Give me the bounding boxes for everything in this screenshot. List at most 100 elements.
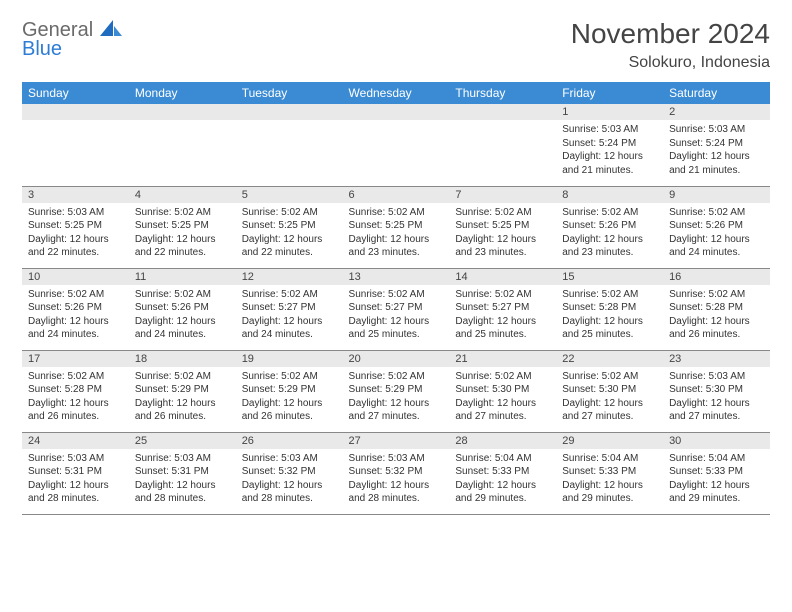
- day-cell: 10Sunrise: 5:02 AMSunset: 5:26 PMDayligh…: [22, 268, 129, 350]
- daynum-bar: [22, 104, 129, 120]
- day-cell: [22, 104, 129, 186]
- day-body: Sunrise: 5:02 AMSunset: 5:29 PMDaylight:…: [236, 367, 343, 427]
- day-cell: 17Sunrise: 5:02 AMSunset: 5:28 PMDayligh…: [22, 350, 129, 432]
- brand-text: General Blue: [22, 18, 122, 59]
- daylight-text: Daylight: 12 hours and 28 minutes.: [349, 479, 444, 506]
- day-cell: 12Sunrise: 5:02 AMSunset: 5:27 PMDayligh…: [236, 268, 343, 350]
- sunset-text: Sunset: 5:24 PM: [562, 137, 657, 151]
- day-cell: 15Sunrise: 5:02 AMSunset: 5:28 PMDayligh…: [556, 268, 663, 350]
- day-cell: 26Sunrise: 5:03 AMSunset: 5:32 PMDayligh…: [236, 432, 343, 514]
- month-title: November 2024: [571, 18, 770, 50]
- sunset-text: Sunset: 5:29 PM: [242, 383, 337, 397]
- day-cell: 8Sunrise: 5:02 AMSunset: 5:26 PMDaylight…: [556, 186, 663, 268]
- sunrise-text: Sunrise: 5:02 AM: [349, 370, 444, 384]
- day-body: Sunrise: 5:02 AMSunset: 5:29 PMDaylight:…: [343, 367, 450, 427]
- sunrise-text: Sunrise: 5:03 AM: [242, 452, 337, 466]
- day-body: Sunrise: 5:02 AMSunset: 5:26 PMDaylight:…: [129, 285, 236, 345]
- day-body: Sunrise: 5:02 AMSunset: 5:28 PMDaylight:…: [556, 285, 663, 345]
- sunset-text: Sunset: 5:32 PM: [242, 465, 337, 479]
- day-cell: 24Sunrise: 5:03 AMSunset: 5:31 PMDayligh…: [22, 432, 129, 514]
- day-number: 18: [129, 351, 236, 367]
- sunset-text: Sunset: 5:32 PM: [349, 465, 444, 479]
- day-cell: [236, 104, 343, 186]
- daylight-text: Daylight: 12 hours and 27 minutes.: [562, 397, 657, 424]
- day-body: [449, 120, 556, 180]
- day-body: Sunrise: 5:02 AMSunset: 5:25 PMDaylight:…: [236, 203, 343, 263]
- daynum-bar: [449, 104, 556, 120]
- sunset-text: Sunset: 5:31 PM: [135, 465, 230, 479]
- daylight-text: Daylight: 12 hours and 22 minutes.: [135, 233, 230, 260]
- daylight-text: Daylight: 12 hours and 29 minutes.: [669, 479, 764, 506]
- day-number: 20: [343, 351, 450, 367]
- sunset-text: Sunset: 5:25 PM: [242, 219, 337, 233]
- daylight-text: Daylight: 12 hours and 26 minutes.: [242, 397, 337, 424]
- day-body: Sunrise: 5:02 AMSunset: 5:26 PMDaylight:…: [556, 203, 663, 263]
- day-cell: [449, 104, 556, 186]
- dow-thursday: Thursday: [449, 82, 556, 104]
- sunrise-text: Sunrise: 5:03 AM: [28, 452, 123, 466]
- sunset-text: Sunset: 5:25 PM: [135, 219, 230, 233]
- sunrise-text: Sunrise: 5:03 AM: [562, 123, 657, 137]
- daylight-text: Daylight: 12 hours and 28 minutes.: [135, 479, 230, 506]
- day-number: 22: [556, 351, 663, 367]
- day-body: Sunrise: 5:02 AMSunset: 5:27 PMDaylight:…: [236, 285, 343, 345]
- day-body: [236, 120, 343, 180]
- day-body: [22, 120, 129, 180]
- day-number: 29: [556, 433, 663, 449]
- daylight-text: Daylight: 12 hours and 23 minutes.: [562, 233, 657, 260]
- daylight-text: Daylight: 12 hours and 26 minutes.: [669, 315, 764, 342]
- sunset-text: Sunset: 5:26 PM: [28, 301, 123, 315]
- sunset-text: Sunset: 5:33 PM: [562, 465, 657, 479]
- day-number: 24: [22, 433, 129, 449]
- sunrise-text: Sunrise: 5:02 AM: [455, 206, 550, 220]
- daylight-text: Daylight: 12 hours and 29 minutes.: [562, 479, 657, 506]
- day-number: 2: [663, 104, 770, 120]
- day-cell: 9Sunrise: 5:02 AMSunset: 5:26 PMDaylight…: [663, 186, 770, 268]
- sunrise-text: Sunrise: 5:02 AM: [669, 288, 764, 302]
- daylight-text: Daylight: 12 hours and 27 minutes.: [669, 397, 764, 424]
- day-cell: [343, 104, 450, 186]
- sunrise-text: Sunrise: 5:02 AM: [562, 370, 657, 384]
- sunset-text: Sunset: 5:27 PM: [242, 301, 337, 315]
- day-cell: 30Sunrise: 5:04 AMSunset: 5:33 PMDayligh…: [663, 432, 770, 514]
- day-number: 13: [343, 269, 450, 285]
- day-cell: 19Sunrise: 5:02 AMSunset: 5:29 PMDayligh…: [236, 350, 343, 432]
- day-number: 10: [22, 269, 129, 285]
- day-body: Sunrise: 5:02 AMSunset: 5:30 PMDaylight:…: [556, 367, 663, 427]
- day-cell: 6Sunrise: 5:02 AMSunset: 5:25 PMDaylight…: [343, 186, 450, 268]
- dow-saturday: Saturday: [663, 82, 770, 104]
- sunset-text: Sunset: 5:25 PM: [28, 219, 123, 233]
- day-body: Sunrise: 5:02 AMSunset: 5:25 PMDaylight:…: [343, 203, 450, 263]
- daylight-text: Daylight: 12 hours and 25 minutes.: [455, 315, 550, 342]
- day-cell: 22Sunrise: 5:02 AMSunset: 5:30 PMDayligh…: [556, 350, 663, 432]
- sunrise-text: Sunrise: 5:04 AM: [669, 452, 764, 466]
- day-number: 23: [663, 351, 770, 367]
- day-body: Sunrise: 5:02 AMSunset: 5:27 PMDaylight:…: [343, 285, 450, 345]
- brand-logo: General Blue: [22, 18, 122, 59]
- day-number: 5: [236, 187, 343, 203]
- sunset-text: Sunset: 5:25 PM: [349, 219, 444, 233]
- sunrise-text: Sunrise: 5:03 AM: [669, 123, 764, 137]
- day-cell: 27Sunrise: 5:03 AMSunset: 5:32 PMDayligh…: [343, 432, 450, 514]
- day-body: Sunrise: 5:03 AMSunset: 5:32 PMDaylight:…: [236, 449, 343, 509]
- dow-sunday: Sunday: [22, 82, 129, 104]
- sunrise-text: Sunrise: 5:02 AM: [242, 370, 337, 384]
- day-of-week-row: Sunday Monday Tuesday Wednesday Thursday…: [22, 82, 770, 104]
- daylight-text: Daylight: 12 hours and 24 minutes.: [135, 315, 230, 342]
- day-body: Sunrise: 5:03 AMSunset: 5:25 PMDaylight:…: [22, 203, 129, 263]
- daylight-text: Daylight: 12 hours and 23 minutes.: [455, 233, 550, 260]
- day-cell: 1Sunrise: 5:03 AMSunset: 5:24 PMDaylight…: [556, 104, 663, 186]
- week-row: 24Sunrise: 5:03 AMSunset: 5:31 PMDayligh…: [22, 432, 770, 514]
- daylight-text: Daylight: 12 hours and 25 minutes.: [562, 315, 657, 342]
- day-body: Sunrise: 5:03 AMSunset: 5:24 PMDaylight:…: [556, 120, 663, 180]
- sunset-text: Sunset: 5:24 PM: [669, 137, 764, 151]
- day-cell: 28Sunrise: 5:04 AMSunset: 5:33 PMDayligh…: [449, 432, 556, 514]
- sunrise-text: Sunrise: 5:02 AM: [242, 288, 337, 302]
- daylight-text: Daylight: 12 hours and 26 minutes.: [28, 397, 123, 424]
- sunrise-text: Sunrise: 5:02 AM: [135, 370, 230, 384]
- sunset-text: Sunset: 5:30 PM: [455, 383, 550, 397]
- daylight-text: Daylight: 12 hours and 22 minutes.: [242, 233, 337, 260]
- day-cell: 7Sunrise: 5:02 AMSunset: 5:25 PMDaylight…: [449, 186, 556, 268]
- sunset-text: Sunset: 5:28 PM: [28, 383, 123, 397]
- daynum-bar: [129, 104, 236, 120]
